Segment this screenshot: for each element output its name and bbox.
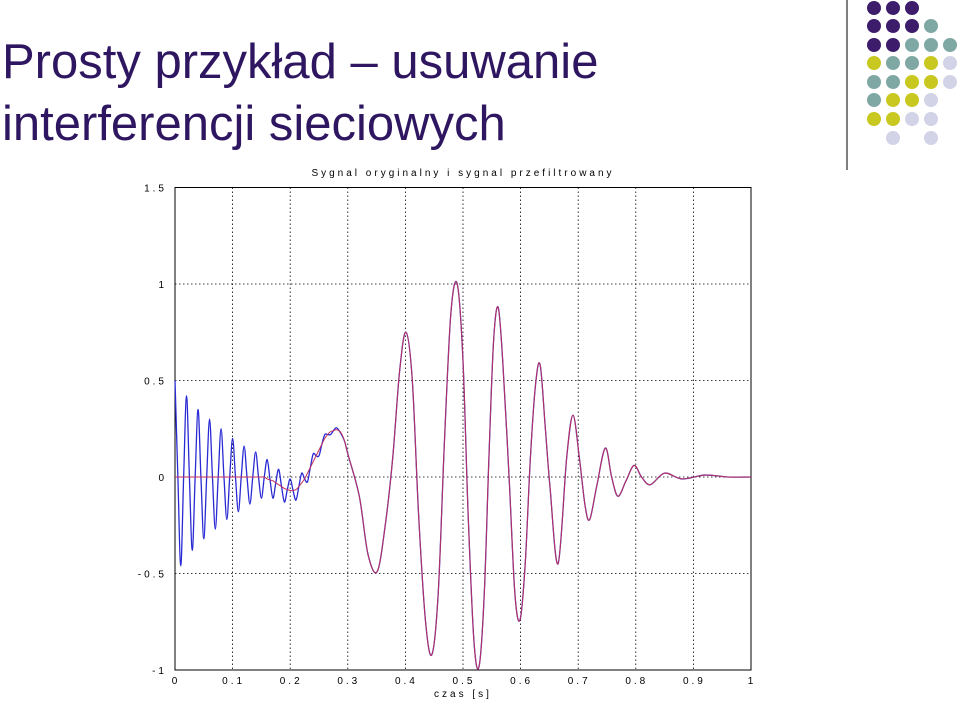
data-line	[175, 281, 752, 670]
x-axis-label: czas [s]	[434, 689, 492, 700]
y-tick-label: -0.5	[138, 570, 167, 581]
y-tick-label: -1	[152, 666, 167, 677]
y-tick-label: 0.5	[144, 377, 167, 388]
x-tick-label: 0.8	[625, 676, 648, 687]
x-tick-label: 1	[748, 676, 757, 687]
x-tick-label: 0.9	[683, 676, 706, 687]
x-tick-label: 0.4	[395, 676, 418, 687]
x-tick-label: 0.6	[510, 676, 533, 687]
x-tick-label: 0.7	[568, 676, 591, 687]
chart-title: Sygnal oryginalny i sygnal przefiltrowan…	[311, 168, 614, 179]
plot-frame	[174, 187, 752, 671]
x-tick-label: 0.1	[222, 676, 245, 687]
slide-title: interferencji sieciowych	[2, 97, 506, 151]
x-tick-label: 0.2	[280, 676, 303, 687]
y-tick-label: 1.5	[144, 184, 167, 195]
y-tick-label: 0	[158, 473, 167, 484]
x-tick-label: 0.3	[337, 676, 360, 687]
x-tick-label: 0	[172, 676, 181, 687]
y-tick-label: 1	[158, 280, 167, 291]
x-tick-label: 0.5	[453, 676, 476, 687]
slide-title: Prosty przykład – usuwanie	[2, 35, 598, 89]
decoration-dots	[867, 1, 957, 145]
